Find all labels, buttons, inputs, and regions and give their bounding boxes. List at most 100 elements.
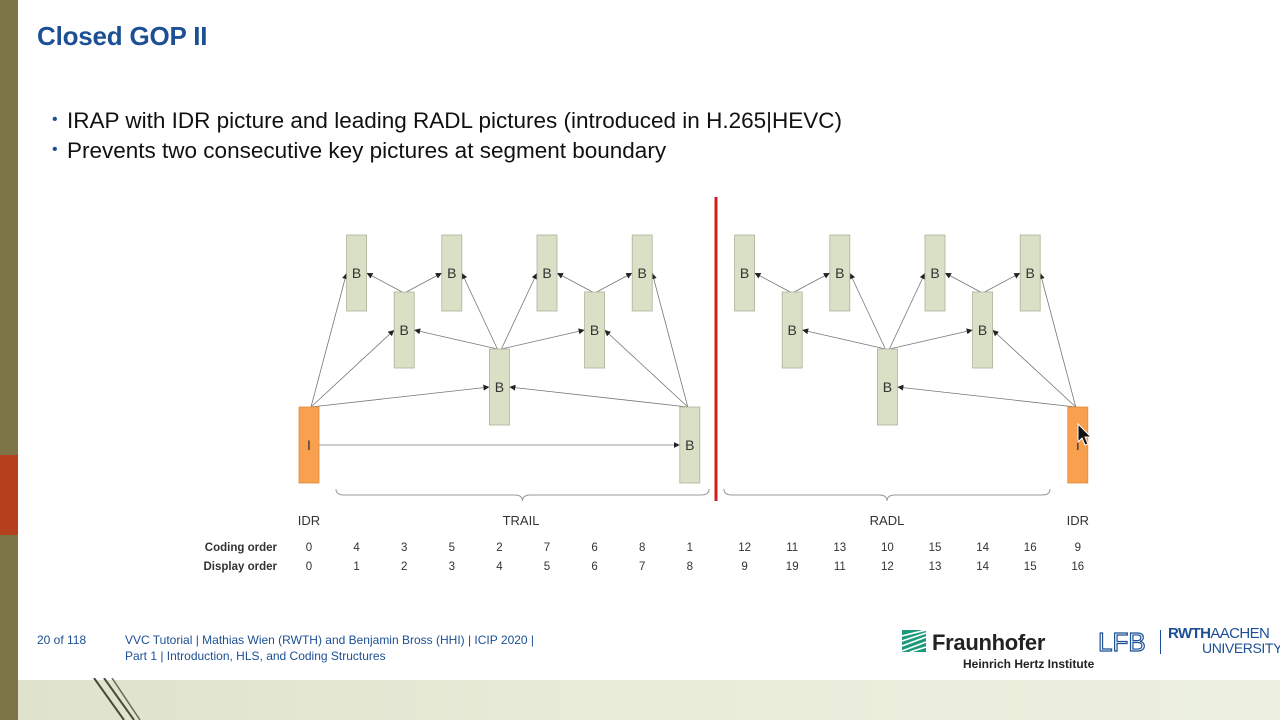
rwth-logo: RWTHAACHEN UNIVERSITY bbox=[1168, 625, 1280, 656]
b-picture-box bbox=[441, 234, 463, 312]
picture-type-label: B bbox=[788, 322, 797, 338]
bullet-list: • IRAP with IDR picture and leading RADL … bbox=[52, 106, 842, 166]
b-picture-box bbox=[924, 234, 946, 312]
fraunhofer-logo: Fraunhofer Heinrich Hertz Institute bbox=[902, 628, 1095, 672]
coding-order-value: 3 bbox=[401, 542, 407, 554]
footer-line-2: Part 1 | Introduction, HLS, and Coding S… bbox=[125, 649, 386, 663]
picture-type-label: B bbox=[495, 379, 504, 395]
picture-type-label: B bbox=[835, 265, 844, 281]
coding-order-value: 16 bbox=[1024, 542, 1037, 554]
bottom-decor-band bbox=[18, 680, 1280, 720]
reference-arrow bbox=[501, 272, 538, 350]
b-picture-box bbox=[734, 234, 755, 312]
reference-arrow bbox=[650, 272, 689, 408]
order-row-label: Display order bbox=[204, 561, 278, 573]
reference-arrow bbox=[889, 328, 973, 350]
display-order-value: 12 bbox=[881, 561, 894, 573]
fraunhofer-mark-icon bbox=[902, 630, 926, 652]
display-order-value: 6 bbox=[591, 561, 597, 573]
display-order-value: 16 bbox=[1071, 561, 1084, 573]
display-order-value: 8 bbox=[687, 561, 693, 573]
b-picture-box bbox=[781, 291, 803, 369]
reference-arrow bbox=[897, 384, 1076, 408]
display-order-value: 0 bbox=[306, 561, 312, 573]
lfb-logo-text: LFB bbox=[1098, 627, 1146, 657]
coding-order-value: 1 bbox=[687, 542, 693, 554]
bullet-item: • Prevents two consecutive key pictures a… bbox=[52, 136, 842, 166]
coding-order-value: 5 bbox=[449, 542, 455, 554]
segment-label: TRAIL bbox=[503, 513, 540, 528]
left-decor-bar bbox=[0, 0, 18, 720]
coding-order-value: 8 bbox=[639, 542, 645, 554]
b-picture-box bbox=[1019, 234, 1041, 312]
bullet-text: IRAP with IDR picture and leading RADL p… bbox=[67, 108, 842, 133]
b-picture-box bbox=[679, 406, 701, 484]
display-order-value: 4 bbox=[496, 561, 503, 573]
coding-order-value: 10 bbox=[881, 542, 894, 554]
display-order-value: 11 bbox=[834, 561, 846, 573]
reference-arrow bbox=[754, 272, 791, 293]
b-picture-box bbox=[488, 348, 510, 426]
reference-arrow bbox=[944, 272, 981, 293]
segment-label: RADL bbox=[870, 513, 905, 528]
picture-type-label: B bbox=[352, 265, 361, 281]
picture-type-label: I bbox=[1076, 437, 1080, 453]
university-text: UNIVERSITY bbox=[1202, 640, 1280, 656]
display-order-value: 3 bbox=[449, 561, 455, 573]
b-picture-box bbox=[346, 234, 368, 312]
display-order-value: 13 bbox=[929, 561, 942, 573]
slide-title: Closed GOP II bbox=[37, 21, 208, 51]
display-order-value: 15 bbox=[1024, 561, 1037, 573]
coding-order-value: 13 bbox=[833, 542, 846, 554]
reference-arrow bbox=[849, 272, 886, 350]
logo-separator bbox=[1160, 630, 1161, 654]
reference-arrow bbox=[984, 272, 1021, 293]
picture-type-label: B bbox=[638, 265, 647, 281]
picture-type-label: B bbox=[883, 379, 892, 395]
picture-type-label: B bbox=[400, 322, 409, 338]
bullet-text: Prevents two consecutive key pictures at… bbox=[67, 138, 667, 163]
coding-order-value: 12 bbox=[738, 542, 751, 554]
picture-type-label: B bbox=[978, 322, 987, 338]
i-picture-box bbox=[298, 406, 320, 484]
reference-arrow bbox=[802, 328, 886, 350]
reference-arrow bbox=[889, 272, 926, 350]
coding-order-value: 0 bbox=[306, 542, 312, 554]
coding-order-value: 4 bbox=[353, 542, 360, 554]
mouse-cursor-icon bbox=[1077, 423, 1093, 446]
display-order-value: 1 bbox=[353, 561, 359, 573]
segment-label: IDR bbox=[1067, 513, 1089, 528]
segment-brace bbox=[335, 488, 710, 502]
bullet-item: • IRAP with IDR picture and leading RADL … bbox=[52, 106, 842, 136]
display-order-value: 9 bbox=[741, 561, 747, 573]
i-picture-box bbox=[1067, 406, 1089, 484]
coding-order-value: 9 bbox=[1075, 542, 1081, 554]
coding-order-value: 15 bbox=[929, 542, 942, 554]
b-picture-box bbox=[393, 291, 415, 369]
coding-order-value: 7 bbox=[544, 542, 550, 554]
fraunhofer-subtitle: Heinrich Hertz Institute bbox=[963, 657, 1095, 671]
segment-label: IDR bbox=[298, 513, 320, 528]
picture-type-label: B bbox=[930, 265, 939, 281]
reference-arrow bbox=[556, 272, 593, 293]
reference-arrow bbox=[366, 272, 403, 293]
reference-arrow bbox=[992, 329, 1077, 408]
reference-arrow bbox=[1038, 272, 1077, 408]
bottom-stroke-decor bbox=[93, 678, 141, 720]
footer-line-1: VVC Tutorial | Mathias Wien (RWTH) and B… bbox=[125, 633, 535, 647]
rwth-text: RWTH bbox=[1168, 625, 1211, 642]
coding-order-value: 11 bbox=[786, 542, 798, 554]
reference-arrow bbox=[794, 272, 830, 293]
reference-arrow bbox=[414, 328, 498, 350]
b-picture-box bbox=[631, 234, 653, 312]
reference-arrow bbox=[604, 329, 689, 408]
picture-type-label: B bbox=[542, 265, 551, 281]
display-order-value: 14 bbox=[976, 561, 989, 573]
segment-brace bbox=[723, 488, 1051, 502]
left-accent-bar bbox=[0, 455, 18, 535]
display-order-value: 5 bbox=[544, 561, 550, 573]
b-picture-box bbox=[877, 348, 898, 426]
bullet-dot-icon: • bbox=[52, 111, 58, 128]
reference-arrow bbox=[596, 272, 633, 293]
page-number: 20 of 118 bbox=[37, 633, 87, 647]
